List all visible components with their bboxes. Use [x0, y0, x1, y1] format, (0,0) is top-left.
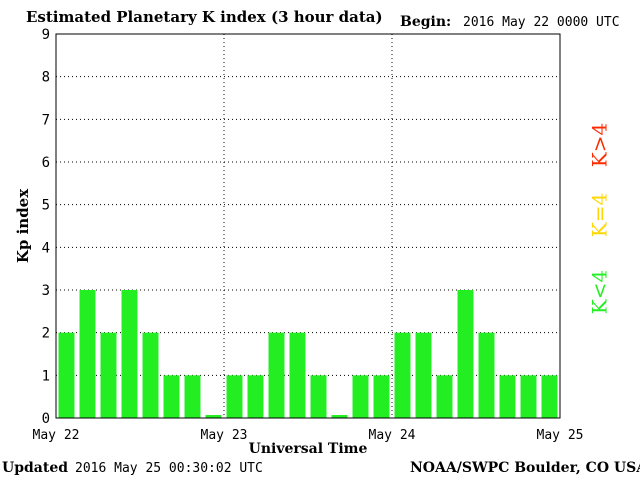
kp-bar [58, 332, 75, 418]
kp-bar [373, 375, 390, 418]
kp-bar [226, 375, 243, 418]
kp-bar [142, 332, 159, 418]
begin-value: 2016 May 22 0000 UTC [463, 15, 620, 30]
kp-bar [457, 290, 474, 418]
x-tick-labels: May 22 May 23 May 24 May 25 [33, 428, 584, 443]
y-tick-label: 5 [42, 198, 50, 214]
kp-bar [247, 375, 264, 418]
x-axis-label: Universal Time [249, 441, 368, 457]
chart-title: Estimated Planetary K index (3 hour data… [26, 8, 383, 26]
x-tick-label: May 24 [369, 428, 416, 443]
y-axis-label: Kp index [14, 188, 32, 263]
chart-bars [58, 290, 558, 418]
kp-bar [79, 290, 96, 418]
kp-bar [352, 375, 369, 418]
plot-frame [55, 33, 561, 419]
kp-bar [184, 375, 201, 418]
kp-bar [436, 375, 453, 418]
x-tick-label: May 22 [33, 428, 80, 443]
chart-grid [56, 34, 560, 418]
kp-bar [205, 415, 222, 418]
kp-bar [163, 375, 180, 418]
y-tick-label: 2 [42, 326, 50, 342]
kp-bar [310, 375, 327, 418]
y-tick-labels: 0 1 2 3 4 5 6 7 8 9 [42, 27, 50, 427]
y-tick-label: 9 [42, 27, 50, 43]
y-tick-label: 6 [42, 155, 50, 171]
kp-bar [541, 375, 558, 418]
y-tick-label: 3 [42, 283, 50, 299]
legend-label: K>4 [588, 123, 612, 167]
kp-bar [520, 375, 537, 418]
kp-bar [331, 415, 348, 418]
y-tick-label: 1 [42, 368, 50, 384]
kp-bar [289, 332, 306, 418]
kp-bar [268, 332, 285, 418]
credit-text: NOAA/SWPC Boulder, CO USA [410, 460, 640, 476]
y-tick-label: 8 [42, 70, 50, 86]
x-tick-label: May 25 [537, 428, 584, 443]
updated-label: Updated [2, 460, 69, 476]
legend-label: K<4 [588, 270, 612, 314]
kp-bar [394, 332, 411, 418]
kp-bar [499, 375, 516, 418]
y-tick-label: 4 [42, 240, 50, 256]
legend-label: K=4 [588, 193, 612, 237]
kp-bar [100, 332, 117, 418]
kp-bar [478, 332, 495, 418]
legend: K>4 K=4 K<4 [588, 123, 612, 314]
begin-label: Begin: [400, 14, 452, 30]
x-tick-label: May 23 [201, 428, 248, 443]
kp-bar [415, 332, 432, 418]
kp-bar [121, 290, 138, 418]
updated-value: 2016 May 25 00:30:02 UTC [75, 461, 263, 476]
y-tick-label: 7 [42, 112, 50, 128]
y-tick-label: 0 [42, 411, 50, 427]
